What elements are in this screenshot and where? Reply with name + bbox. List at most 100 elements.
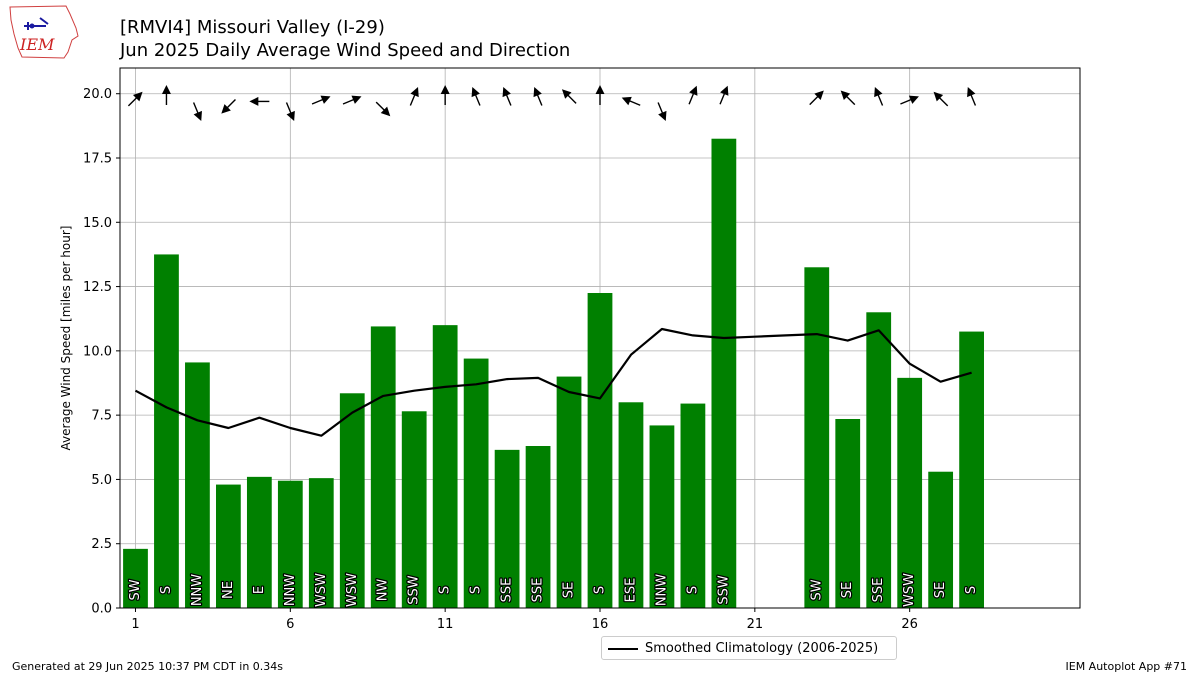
bar-day-24 (835, 419, 861, 608)
bar-day-8 (339, 393, 365, 608)
bar-day-28 (959, 331, 984, 608)
bar-direction-label: SSW (716, 575, 731, 605)
bar-direction-label: SE (562, 582, 577, 598)
bar-day-15 (556, 376, 582, 608)
bar-day-5 (246, 476, 272, 608)
wind-arrow-head (933, 91, 944, 102)
wind-arrow-head (161, 85, 171, 94)
wind-arrow-icon (285, 102, 295, 121)
bar-direction-label: NW (376, 579, 391, 602)
wind-arrow-icon (840, 90, 856, 106)
x-tick-label: 11 (437, 617, 454, 632)
bar-direction-label: NNW (190, 574, 205, 606)
bar-day-17 (618, 402, 644, 608)
wind-arrow-head (533, 87, 542, 98)
bar-day-27 (928, 471, 954, 608)
wind-arrow-icon (440, 85, 450, 105)
legend-line-swatch (608, 648, 638, 650)
wind-arrow-head (440, 85, 450, 94)
bar-day-9 (370, 326, 396, 608)
wind-arrow-head (967, 87, 976, 98)
wind-arrow-head (471, 87, 480, 98)
y-axis-label: Average Wind Speed [miles per hour] (59, 226, 73, 451)
bar-day-10 (401, 411, 427, 608)
wind-arrow-icon (688, 85, 698, 105)
bar-day-4 (216, 484, 241, 608)
wind-arrow-icon (874, 87, 884, 106)
wind-arrow-head (814, 90, 824, 101)
wind-arrow-icon (409, 87, 419, 106)
chart-title-line2: Jun 2025 Daily Average Wind Speed and Di… (120, 40, 571, 61)
y-tick-label: 17.5 (83, 152, 112, 167)
wind-arrow-icon (161, 85, 171, 105)
bar-day-12 (463, 358, 489, 608)
bar-direction-label: SSE (500, 578, 515, 603)
bars (123, 138, 984, 608)
y-tick-label: 5.0 (91, 473, 112, 488)
bar-direction-label: NE (221, 581, 236, 599)
bar-direction-label: NNW (654, 574, 669, 606)
wind-arrow-icon (967, 87, 977, 106)
wind-arrow-head (595, 85, 605, 94)
bar-day-11 (432, 325, 458, 608)
wind-arrow-head (874, 87, 883, 98)
wind-arrow-head (658, 110, 667, 121)
bar-day-13 (494, 449, 520, 608)
x-tick-label: 26 (901, 617, 918, 632)
bar-day-6 (277, 480, 303, 608)
wind-arrow-icon (719, 85, 729, 105)
legend: Smoothed Climatology (2006-2025) (601, 636, 897, 660)
wind-arrow-head (720, 85, 729, 96)
wind-arrow-head (380, 106, 391, 117)
y-tick-label: 7.5 (91, 409, 112, 424)
wind-arrow-icon (192, 102, 202, 121)
bar-direction-label: WSW (314, 573, 329, 607)
bar-direction-label: E (252, 586, 267, 594)
bar-direction-label: S (593, 586, 608, 594)
wind-arrow-icon (471, 87, 481, 106)
bar-day-23 (804, 267, 830, 608)
wind-arrow-head (502, 87, 511, 98)
wind-arrow-head (410, 87, 419, 98)
bar-day-20 (711, 138, 737, 608)
y-tick-label: 20.0 (83, 87, 112, 102)
wind-arrow-icon (221, 99, 236, 114)
wind-arrow-icon (595, 85, 605, 105)
bar-day-7 (308, 478, 334, 608)
wind-arrow-head (908, 95, 919, 104)
bar-direction-label: S (469, 586, 484, 594)
bar-day-14 (525, 446, 551, 608)
bar-direction-labels: SW S NNW NE E NNW WSW WSW NW SSW S S SSE SSE SE S ESE NNW… (127, 572, 981, 609)
bar-direction-label: SE (840, 582, 855, 598)
wind-arrow-icon (809, 90, 824, 106)
wind-arrow-head (689, 85, 698, 96)
bar-day-18 (649, 425, 675, 608)
footer-generated-text: Generated at 29 Jun 2025 10:37 PM CDT in… (12, 660, 284, 673)
wind-arrow-head (351, 95, 362, 104)
climatology-series (134, 327, 972, 437)
bar-direction-label: S (685, 586, 700, 594)
bar-direction-label: NNW (283, 574, 298, 606)
bar-day-3 (185, 362, 210, 608)
chart-title-line1: [RMVI4] Missouri Valley (I-29) (120, 17, 385, 38)
y-tick-label: 10.0 (83, 344, 112, 359)
bar-direction-label: ESE (623, 578, 638, 603)
bar-direction-label: SSE (531, 578, 546, 603)
wind-arrow-icon (621, 96, 641, 106)
bar-direction-label: SE (933, 582, 948, 598)
wind-arrow-icon (900, 95, 919, 105)
bar-direction-label: WSW (902, 573, 917, 607)
wind-arrow-head (561, 89, 572, 99)
wind-arrow-icon (342, 95, 362, 105)
iem-logo: IEM (9, 5, 79, 59)
wind-arrow-icon (249, 96, 270, 106)
x-tick-label: 1 (131, 617, 139, 632)
legend-label: Smoothed Climatology (2006-2025) (645, 641, 879, 656)
y-tick-label: 12.5 (83, 280, 112, 295)
bar-day-25 (866, 312, 892, 608)
wind-arrow-head (286, 110, 295, 121)
y-tick-label: 2.5 (91, 537, 112, 552)
wind-arrow-icon (657, 102, 667, 121)
bar-day-19 (680, 403, 706, 608)
